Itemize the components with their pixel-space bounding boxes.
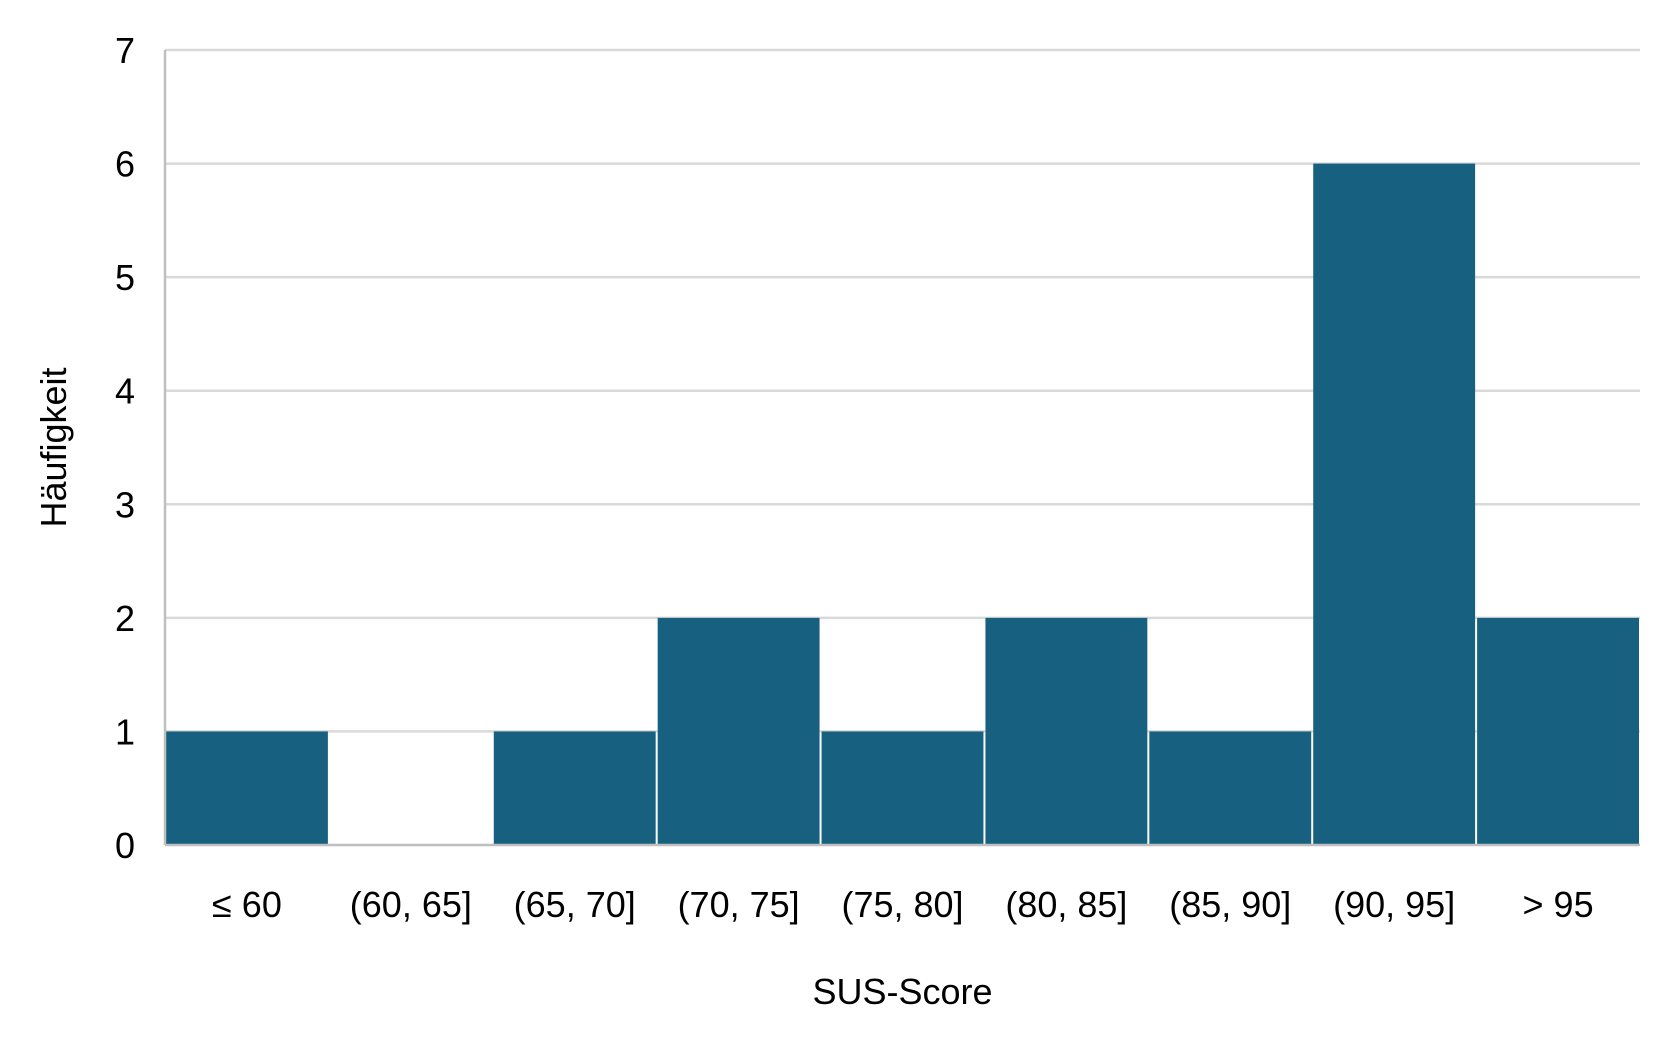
y-tick-label: 0 xyxy=(115,825,135,866)
bar xyxy=(166,731,328,845)
x-tick-label: (75, 80] xyxy=(841,884,963,925)
bars xyxy=(166,163,1639,846)
y-tick-label: 7 xyxy=(115,30,135,71)
x-tick-label: ≤ 60 xyxy=(212,884,282,925)
y-tick-label: 1 xyxy=(115,711,135,752)
bar xyxy=(821,731,984,845)
bar xyxy=(1313,163,1476,846)
y-axis-title: Häufigkeit xyxy=(33,367,74,527)
x-tick-labels: ≤ 60 (60, 65] (65, 70] (70, 75] (75, 80] (80,… xyxy=(212,884,1594,925)
x-tick-label: (60, 65] xyxy=(350,884,472,925)
y-tick-labels: 0 1 2 3 4 5 6 7 xyxy=(115,30,135,866)
bar xyxy=(657,617,820,845)
bar xyxy=(493,731,656,845)
x-tick-label: > 95 xyxy=(1523,884,1594,925)
x-axis-title: SUS-Score xyxy=(812,971,992,1012)
y-tick-label: 5 xyxy=(115,257,135,298)
x-tick-label: (85, 90] xyxy=(1169,884,1291,925)
x-tick-label: (90, 95] xyxy=(1333,884,1455,925)
x-tick-label: (70, 75] xyxy=(678,884,800,925)
y-tick-label: 3 xyxy=(115,484,135,525)
x-tick-label: (65, 70] xyxy=(514,884,636,925)
bar xyxy=(1477,617,1639,845)
y-tick-label: 2 xyxy=(115,598,135,639)
gridlines xyxy=(165,48,1640,733)
y-tick-label: 4 xyxy=(115,371,135,412)
bar xyxy=(1149,731,1312,845)
y-tick-label: 6 xyxy=(115,144,135,185)
x-tick-label: (80, 85] xyxy=(1005,884,1127,925)
bar xyxy=(985,617,1148,845)
